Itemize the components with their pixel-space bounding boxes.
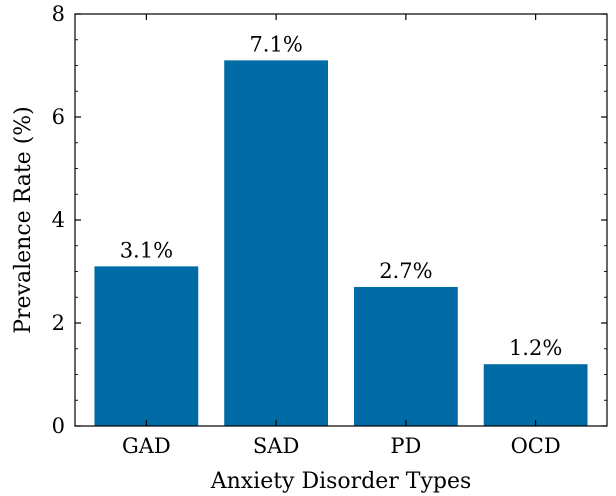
data-label-sad: 7.1%	[249, 32, 302, 56]
bar-gad	[94, 266, 199, 426]
y-ticks-group: 0 2 4 6 8	[52, 2, 607, 438]
y-tick-label-0: 0	[52, 414, 65, 438]
x-tick-label-pd: PD	[390, 434, 421, 458]
y-tick-label-6: 6	[52, 105, 65, 129]
x-tick-label-ocd: OCD	[511, 434, 561, 458]
x-axis-label: Anxiety Disorder Types	[210, 469, 472, 494]
y-axis-label: Prevalence Rate (%)	[11, 106, 36, 334]
bar-pd	[353, 286, 458, 426]
data-label-pd: 2.7%	[379, 259, 432, 283]
bar-sad	[224, 60, 329, 426]
bars-group	[94, 60, 588, 426]
data-label-ocd: 1.2%	[509, 336, 562, 360]
y-tick-label-4: 4	[52, 208, 65, 232]
x-ticks-group: GAD SAD PD OCD	[122, 14, 561, 458]
data-label-gad: 3.1%	[120, 238, 173, 262]
y-tick-label-8: 8	[52, 2, 65, 26]
data-labels-group: 3.1% 7.1% 2.7% 1.2%	[120, 32, 563, 360]
bar-ocd	[483, 364, 588, 426]
x-tick-label-gad: GAD	[122, 434, 171, 458]
x-tick-label-sad: SAD	[253, 434, 299, 458]
y-tick-label-2: 2	[52, 311, 65, 335]
